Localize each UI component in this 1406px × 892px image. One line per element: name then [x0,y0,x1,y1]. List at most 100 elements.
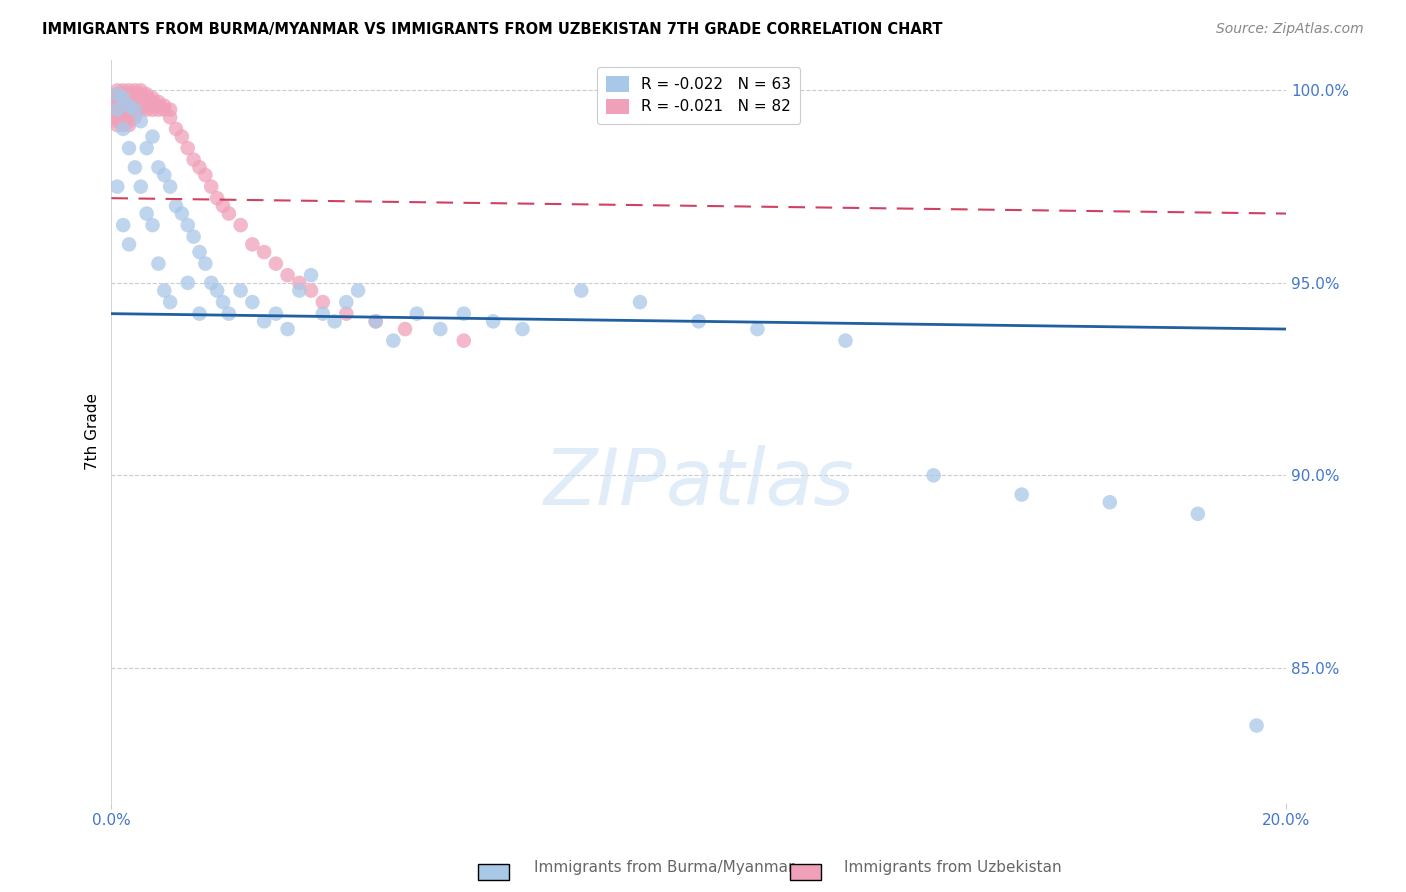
Point [135,91,157,105]
Point [105,87,128,102]
Point [482,314,505,328]
Point [312,307,335,321]
Point [277,322,299,336]
Point [135,103,157,117]
Point [105,87,128,102]
Point [112,87,135,102]
Point [177,141,200,155]
Point [628,295,651,310]
Point [141,91,163,105]
Point [129,103,152,117]
Point [159,103,181,117]
Point [118,91,141,105]
Point [118,99,141,113]
Point [218,206,240,220]
Point [148,103,170,117]
Point [229,284,252,298]
Legend: R = -0.022   N = 63, R = -0.021   N = 82: R = -0.022 N = 63, R = -0.021 N = 82 [598,67,800,124]
Point [429,322,451,336]
Point [118,95,141,109]
Point [105,95,128,109]
Point [1187,507,1209,521]
Point [118,99,141,113]
Point [165,121,187,136]
Point [170,206,193,220]
Point [1246,718,1268,732]
Point [688,314,710,328]
Point [118,106,141,120]
Point [212,199,235,213]
Text: Immigrants from Uzbekistan: Immigrants from Uzbekistan [844,861,1062,875]
Point [253,245,276,260]
Point [159,179,181,194]
Point [153,99,176,113]
Point [264,257,287,271]
Point [512,322,534,336]
Point [124,106,146,120]
Point [288,276,311,290]
Point [124,103,146,117]
Text: Source: ZipAtlas.com: Source: ZipAtlas.com [1216,22,1364,37]
Point [112,111,135,125]
Point [124,95,146,109]
Point [194,257,217,271]
Point [264,307,287,321]
Point [288,284,311,298]
Point [153,103,176,117]
Point [177,218,200,232]
Point [747,322,769,336]
Point [112,106,135,120]
Point [129,83,152,97]
Point [394,322,416,336]
Point [153,284,176,298]
Point [112,91,135,105]
Point [105,103,128,117]
Point [1011,487,1033,501]
Point [299,268,322,282]
Point [105,91,128,105]
Point [148,257,170,271]
Point [105,111,128,125]
Point [118,237,141,252]
Point [141,218,163,232]
Point [141,103,163,117]
Point [105,99,128,113]
Point [382,334,405,348]
Point [118,111,141,125]
Point [105,103,128,117]
Point [112,118,135,132]
Point [112,95,135,109]
Point [205,191,228,205]
Point [124,91,146,105]
Point [129,99,152,113]
Point [124,103,146,117]
Point [183,153,205,167]
Point [105,114,128,128]
Point [205,284,228,298]
Point [183,229,205,244]
Point [347,284,370,298]
Point [364,314,387,328]
Point [141,99,163,113]
Point [112,114,135,128]
Point [135,206,157,220]
Point [200,179,222,194]
Text: Immigrants from Burma/Myanmar: Immigrants from Burma/Myanmar [534,861,794,875]
Point [335,307,357,321]
Point [129,91,152,105]
Point [135,99,157,113]
Point [148,161,170,175]
Point [253,314,276,328]
Point [105,118,128,132]
Point [405,307,427,321]
Point [229,218,252,232]
Point [277,268,299,282]
Point [299,284,322,298]
Point [569,284,592,298]
Point [312,295,335,310]
Point [124,87,146,102]
Point [165,199,187,213]
Point [453,307,475,321]
Point [129,95,152,109]
Point [364,314,387,328]
